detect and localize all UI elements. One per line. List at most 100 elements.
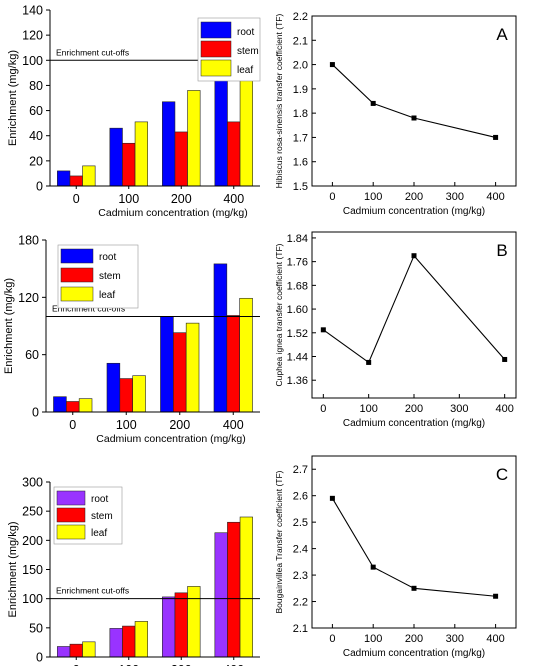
y-tick-label: 120 xyxy=(22,29,43,43)
bar-stem-200 xyxy=(173,332,187,413)
bar-stem-0 xyxy=(69,643,83,658)
legend-swatch-leaf xyxy=(60,286,94,302)
legend-swatch-leaf xyxy=(200,59,232,77)
legend: root stem leaf xyxy=(53,486,123,545)
x-tick-label: 200 xyxy=(169,418,190,432)
y-tick-label: 2.7 xyxy=(293,464,308,476)
y-tick-label: 80 xyxy=(29,79,43,93)
data-point xyxy=(411,253,417,259)
x-tick-label: 300 xyxy=(446,191,464,203)
y-tick-label: 120 xyxy=(18,291,39,305)
cutoff-label: Enrichment cut-offs xyxy=(52,303,125,313)
panel-label: B xyxy=(496,241,507,260)
bar-stem-400 xyxy=(226,315,240,413)
x-tick-label: 400 xyxy=(223,418,244,432)
y-axis-title: Hibiscus rosa-sinensis transfer coeffici… xyxy=(274,14,284,189)
bar-stem-100 xyxy=(122,142,136,187)
bar-root-0 xyxy=(57,170,71,187)
bar-leaf-0 xyxy=(82,641,96,658)
y-tick-label: 1.44 xyxy=(287,352,308,364)
data-point xyxy=(493,134,499,140)
legend-swatch-stem xyxy=(56,507,86,523)
data-point xyxy=(411,585,417,591)
legend-label-stem: stem xyxy=(237,46,259,57)
panel-label: A xyxy=(496,25,508,44)
y-tick-label: 200 xyxy=(22,534,43,548)
bar-stem-400 xyxy=(227,521,241,658)
y-tick-label: 0 xyxy=(36,651,43,665)
y-axis-title: Enrichment (mg/kg) xyxy=(7,522,19,618)
panel-label: C xyxy=(496,465,508,484)
y-axis-title: Enrichment (mg/kg) xyxy=(7,50,19,146)
bar-root-400 xyxy=(214,80,228,187)
y-tick-label: 60 xyxy=(25,348,39,362)
y-tick-label: 1.5 xyxy=(293,181,308,193)
y-tick-label: 1.76 xyxy=(287,257,308,269)
y-tick-label: 1.84 xyxy=(287,233,308,245)
y-tick-label: 300 xyxy=(22,476,43,490)
x-tick-label: 0 xyxy=(73,192,80,206)
bar-leaf-200 xyxy=(187,586,201,658)
x-tick-label: 100 xyxy=(364,633,382,645)
x-tick-label: 0 xyxy=(329,191,335,203)
y-tick-label: 100 xyxy=(22,54,43,68)
x-tick-label: 400 xyxy=(486,633,504,645)
data-point xyxy=(366,359,372,365)
x-axis-title: Cadmium concentration (mg/kg) xyxy=(343,418,485,429)
y-tick-label: 1.9 xyxy=(293,84,308,96)
data-point xyxy=(320,327,326,333)
bar-root-0 xyxy=(53,396,67,413)
panel-2: 1.5 1.6 1.7 1.8 1.9 2.0 2.1 2.2 0 100 200 300 400 A Ca… xyxy=(274,11,517,217)
panel-3: Enrichment cut-offs 0 60 120 180 0 100 200 400Ca… xyxy=(3,234,260,445)
x-tick-label: 100 xyxy=(364,191,382,203)
bar-leaf-400 xyxy=(239,516,253,658)
x-axis-title: Cadmium concentration (mg/kg) xyxy=(343,206,485,217)
legend: root stem leaf xyxy=(57,244,139,309)
bar-stem-200 xyxy=(174,592,188,658)
legend-swatch-stem xyxy=(200,40,232,58)
y-tick-label: 20 xyxy=(29,154,43,168)
bar-root-400 xyxy=(213,263,228,413)
data-point xyxy=(370,564,376,570)
y-tick-label: 1.60 xyxy=(287,304,308,316)
y-tick-label: 180 xyxy=(18,234,39,248)
y-tick-label: 0 xyxy=(36,180,43,194)
legend-swatch-leaf xyxy=(56,524,86,540)
x-tick-label: 400 xyxy=(223,663,244,666)
y-tick-label: 2.1 xyxy=(293,623,308,635)
bar-leaf-0 xyxy=(82,165,96,187)
bar-leaf-200 xyxy=(185,322,200,413)
x-tick-label: 200 xyxy=(405,403,423,415)
bar-stem-0 xyxy=(66,401,80,413)
x-axis-title: Cadmium concentration (mg/kg) xyxy=(98,207,247,219)
legend-label-stem: stem xyxy=(91,511,113,522)
legend-label-leaf: leaf xyxy=(99,290,115,301)
panel-4: 1.36 1.44 1.52 1.60 1.68 1.76 1.84 0 100 200 300 40… xyxy=(274,231,517,429)
x-tick-label: 300 xyxy=(446,633,464,645)
x-tick-label: 100 xyxy=(359,403,377,415)
y-tick-label: 2.3 xyxy=(293,570,308,582)
y-axis-title: Enrichment (mg/kg) xyxy=(3,278,15,374)
y-tick-label: 2.6 xyxy=(293,491,308,503)
bar-stem-400 xyxy=(227,121,241,187)
plot-frame xyxy=(311,15,517,187)
x-tick-label: 200 xyxy=(405,191,423,203)
legend-swatch-root xyxy=(200,21,232,39)
y-tick-label: 2.2 xyxy=(293,597,308,609)
y-tick-label: 50 xyxy=(29,621,43,635)
y-tick-label: 0 xyxy=(32,406,39,420)
bar-stem-100 xyxy=(119,378,133,413)
x-tick-label: 200 xyxy=(171,663,192,666)
legend-label-stem: stem xyxy=(99,271,121,282)
y-tick-label: 1.6 xyxy=(293,157,308,169)
x-tick-label: 400 xyxy=(486,191,504,203)
legend-swatch-root xyxy=(56,490,86,506)
x-tick-label: 200 xyxy=(171,192,192,206)
x-tick-label: 300 xyxy=(450,403,468,415)
y-tick-label: 100 xyxy=(22,592,43,606)
y-tick-label: 1.68 xyxy=(287,280,308,292)
panel-1: Enrichment cut-offs 0 20 40 60 80 100 120 140 0 10… xyxy=(7,4,261,219)
x-tick-label: 0 xyxy=(320,403,326,415)
cutoff-label: Enrichment cut-offs xyxy=(56,47,129,57)
